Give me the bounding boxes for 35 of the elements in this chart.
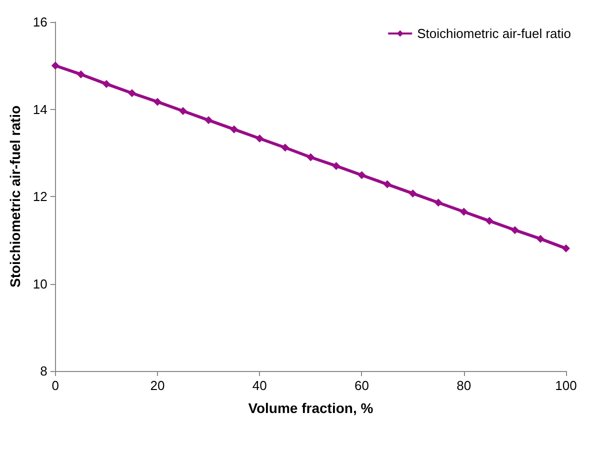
- point: [179, 106, 188, 115]
- point: [281, 144, 290, 152]
- y-tick-label: 16: [32, 14, 48, 30]
- point: [510, 226, 519, 234]
- point: [153, 98, 162, 106]
- x-tick-label: 0: [52, 378, 59, 393]
- y-tick-label: 8: [40, 364, 48, 378]
- point: [102, 80, 110, 88]
- y-tick-label: 12: [32, 189, 48, 204]
- point: [306, 153, 315, 162]
- point: [408, 189, 417, 198]
- y-tick-label: 14: [32, 102, 48, 117]
- point: [562, 244, 570, 252]
- point: [358, 171, 366, 180]
- x-axis-title: Volume fraction, %: [248, 400, 374, 416]
- point: [460, 208, 468, 216]
- point: [383, 180, 392, 188]
- point: [256, 134, 264, 142]
- x-tick-label: 100: [555, 378, 577, 393]
- legend-label: Stoichiometric air-fuel ratio: [417, 26, 572, 41]
- point: [536, 234, 544, 243]
- point: [128, 89, 136, 98]
- y-axis-title: Stoichiometric air-fuel ratio: [7, 105, 23, 288]
- point: [434, 198, 442, 207]
- point: [51, 62, 60, 70]
- point: [204, 116, 213, 124]
- x-tick-label: 60: [354, 378, 369, 393]
- x-tick-label: 20: [150, 378, 165, 393]
- x-tick-label: 40: [252, 378, 267, 393]
- point: [230, 125, 238, 134]
- point: [485, 216, 494, 225]
- x-tick-label: 80: [456, 378, 472, 393]
- point: [76, 70, 85, 78]
- y-tick-label: 10: [32, 276, 48, 292]
- point: [332, 162, 340, 170]
